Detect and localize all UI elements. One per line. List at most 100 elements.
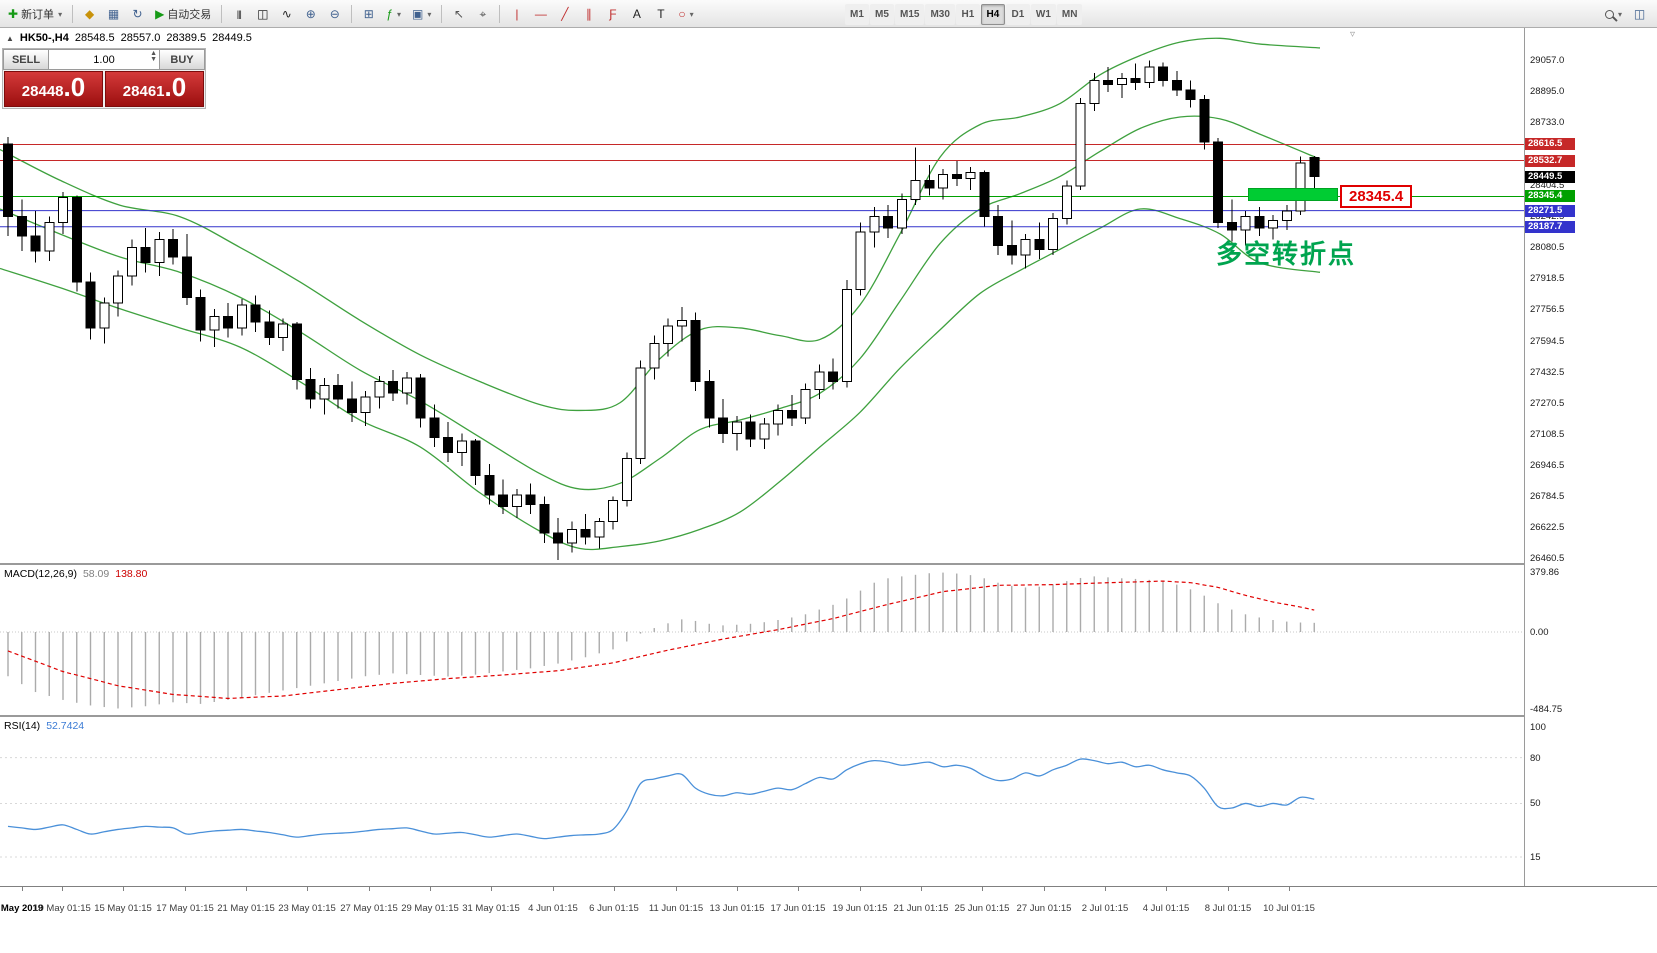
- shapes-tool-button[interactable]: ○ ▾: [673, 3, 698, 26]
- charts-button[interactable]: ▦: [102, 3, 125, 26]
- spinner-down-icon[interactable]: ▼: [150, 55, 157, 63]
- indicators-button[interactable]: ƒ ▾: [381, 3, 406, 26]
- highlight-rectangle[interactable]: [1248, 187, 1338, 201]
- sell-price-button[interactable]: 28448 .0: [4, 71, 103, 107]
- time-axis-label: 19 Jun 01:15: [832, 903, 888, 914]
- label-tool-button[interactable]: T: [649, 3, 672, 26]
- refresh-button[interactable]: ↻: [126, 3, 149, 26]
- candle: [759, 418, 770, 449]
- spinner-up-icon[interactable]: ▲: [150, 50, 157, 57]
- tf-m1-button[interactable]: M1: [845, 3, 869, 25]
- tf-mn-button[interactable]: MN: [1056, 3, 1083, 25]
- price-scale-label: 28733.0: [1530, 117, 1565, 129]
- time-axis-tick: [982, 887, 983, 891]
- turning-point-annotation[interactable]: 多空转折点: [1216, 239, 1357, 269]
- tf-m30-button[interactable]: M30: [925, 3, 955, 25]
- macd-signal-line: [7, 580, 1315, 699]
- toolbar-separator: [72, 5, 74, 23]
- macd-scale-label: -484.75: [1530, 703, 1563, 715]
- tf-h1-button[interactable]: H1: [955, 3, 980, 25]
- price-scale[interactable]: 29057.0 28895.0 28733.0 28404.5 28242.5 28080…: [1525, 28, 1657, 886]
- candle: [1130, 63, 1141, 91]
- panel-splitter[interactable]: [0, 563, 1657, 565]
- candle: [979, 170, 990, 227]
- zoom-out-icon: ⊖: [329, 7, 340, 21]
- time-axis-tick: [921, 887, 922, 891]
- candlestick-chart[interactable]: [0, 28, 1525, 563]
- vline-icon: |: [515, 7, 519, 21]
- vline-tool-button[interactable]: |: [505, 3, 528, 26]
- candle: [1171, 70, 1182, 96]
- refresh-icon: ↻: [132, 7, 143, 21]
- windows-button[interactable]: ◫: [1628, 3, 1651, 26]
- trade-widget-prices: 28448 .0 28461 .0: [3, 70, 205, 108]
- rsi-scale-label: 50: [1530, 798, 1541, 810]
- crosshair-button[interactable]: ⌖: [471, 3, 494, 26]
- time-axis-tick: [1289, 887, 1290, 891]
- text-tool-button[interactable]: A: [625, 3, 648, 26]
- time-axis-tick: [307, 887, 308, 891]
- toolbar-separator: [221, 5, 223, 23]
- price-scale-separator: [1524, 28, 1525, 886]
- volume-spinner[interactable]: ▲ ▼: [150, 50, 157, 63]
- tf-h4-button[interactable]: H4: [980, 3, 1005, 25]
- macd-chart[interactable]: [0, 565, 1525, 715]
- bar-chart-button[interactable]: |||: [227, 3, 250, 26]
- chevron-down-icon: ▾: [58, 9, 63, 19]
- chart-shift-marker[interactable]: ▿: [1350, 29, 1356, 40]
- trendline-tool-button[interactable]: ╱: [553, 3, 576, 26]
- macd-signal-value: 138.80: [115, 568, 148, 580]
- tf-w1-button[interactable]: W1: [1030, 3, 1056, 25]
- ohlc-low: 28389.5: [166, 32, 207, 44]
- zoom-out-button[interactable]: ⊖: [323, 3, 346, 26]
- candle: [1020, 233, 1031, 269]
- candle: [484, 464, 495, 505]
- tile-windows-button[interactable]: ⊞: [357, 3, 380, 26]
- candle: [1116, 72, 1127, 98]
- sell-button[interactable]: SELL: [3, 49, 49, 70]
- candle: [924, 164, 935, 196]
- price-scale-label: 26784.5: [1530, 490, 1565, 502]
- time-axis-label: 27 May 01:15: [340, 903, 398, 914]
- buy-button[interactable]: BUY: [159, 49, 205, 70]
- symbols-button[interactable]: ◆: [78, 3, 101, 26]
- price-callout-label[interactable]: 28345.4: [1340, 185, 1413, 209]
- fibonacci-tool-button[interactable]: Ƒ: [601, 3, 624, 26]
- auto-trading-button[interactable]: ▶ 自动交易: [150, 3, 216, 26]
- hline-icon: —: [534, 7, 547, 21]
- time-axis-tick: [614, 887, 615, 891]
- candle: [993, 205, 1003, 256]
- new-order-button[interactable]: ✚ 新订单 ▾: [3, 3, 67, 26]
- chart-symbol-label: HK50-,H4: [19, 32, 69, 44]
- templates-button[interactable]: ▣ ▾: [407, 3, 436, 26]
- candle: [140, 228, 151, 273]
- candle: [113, 270, 123, 317]
- rsi-panel[interactable]: RSI(14) 52.7424: [0, 717, 1525, 885]
- hline-tool-button[interactable]: —: [529, 3, 552, 26]
- rsi-chart[interactable]: [0, 717, 1525, 885]
- tf-d1-button[interactable]: D1: [1005, 3, 1030, 25]
- cursor-button[interactable]: ↖: [447, 3, 470, 26]
- candle: [470, 439, 481, 486]
- line-chart-button[interactable]: ∿: [275, 3, 298, 26]
- volume-input[interactable]: 1.00 ▲ ▼: [49, 49, 159, 70]
- time-axis[interactable]: May 2019 10 May 01:15 15 May 01:15 17 May 0…: [0, 886, 1525, 953]
- candle-chart-button[interactable]: ◫: [251, 3, 274, 26]
- channel-tool-button[interactable]: ∥: [577, 3, 600, 26]
- search-button[interactable]: ▾: [1600, 3, 1627, 26]
- candle: [1281, 205, 1292, 231]
- one-click-toggle[interactable]: ▲: [6, 34, 14, 43]
- buy-price-button[interactable]: 28461 .0: [105, 71, 204, 107]
- tf-m5-button[interactable]: M5: [870, 3, 894, 25]
- toolbar-separator: [441, 5, 443, 23]
- panel-splitter[interactable]: [0, 715, 1657, 717]
- candle: [1240, 210, 1251, 246]
- price-scale-label: 26460.5: [1530, 553, 1565, 564]
- macd-panel[interactable]: MACD(12,26,9) 58.09 138.80: [0, 565, 1525, 715]
- main-chart-panel[interactable]: ▲ HK50-,H4 28548.5 28557.0 28389.5 28449…: [0, 28, 1525, 563]
- candle: [773, 404, 783, 436]
- candle: [883, 205, 893, 238]
- zoom-in-button[interactable]: ⊕: [299, 3, 322, 26]
- candle: [704, 370, 715, 428]
- tf-m15-button[interactable]: M15: [895, 3, 925, 25]
